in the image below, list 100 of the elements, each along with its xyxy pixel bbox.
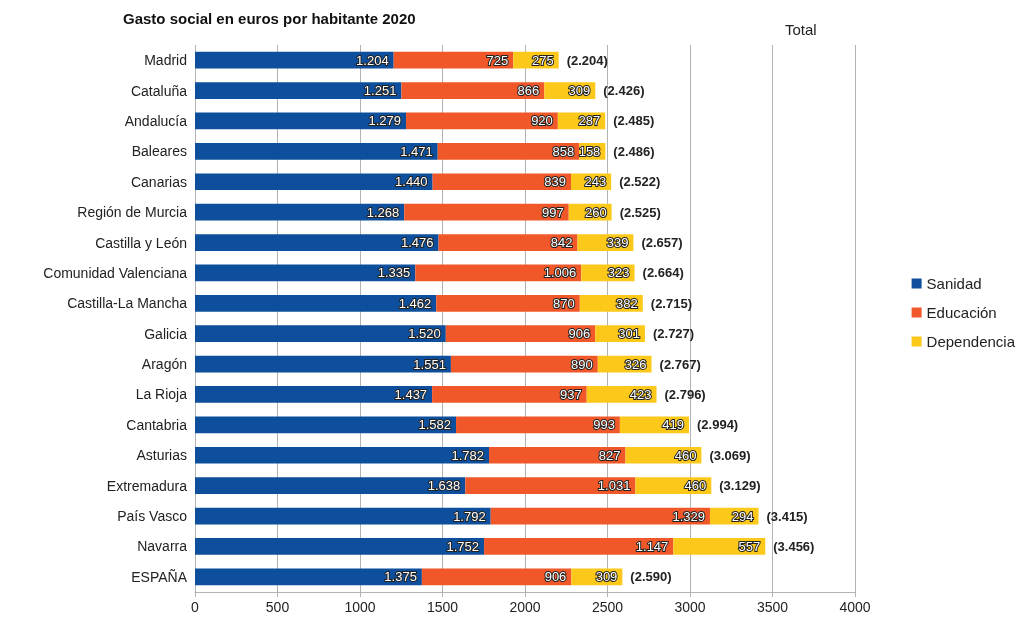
legend-label: Educación — [926, 304, 997, 321]
legend-label: Dependencia — [926, 333, 1016, 350]
chart-title: Gasto social en euros por habitante 2020 — [123, 10, 416, 27]
bar — [432, 173, 572, 191]
data-label: 906 — [568, 326, 591, 342]
legend-label: Sanidad — [926, 275, 982, 292]
total-label: (2.204) — [566, 52, 608, 68]
bar — [484, 538, 674, 555]
total-label: (3.415) — [766, 508, 808, 524]
total-label: (3.129) — [719, 478, 761, 494]
total-label: (2.426) — [603, 83, 645, 99]
x-tick-label: 1000 — [344, 599, 376, 615]
data-label: 287 — [578, 113, 601, 129]
y-tick-label: Cantabria — [126, 416, 188, 433]
bar — [432, 386, 587, 403]
y-tick-label: Extremadura — [106, 477, 188, 494]
data-label: 1.335 — [377, 265, 411, 281]
y-tick-label: Baleares — [131, 143, 187, 160]
x-tick-label: 2000 — [509, 599, 541, 615]
total-label: (2.525) — [619, 204, 661, 220]
bar — [195, 294, 437, 312]
data-label: 419 — [662, 417, 685, 433]
data-label: 1.031 — [597, 478, 631, 494]
y-tick-label: Castilla y León — [95, 234, 187, 251]
data-label: 827 — [598, 447, 621, 463]
x-tick-label: 3000 — [674, 599, 706, 615]
data-label: 870 — [553, 295, 575, 311]
data-label: 997 — [542, 204, 564, 220]
bar — [421, 568, 572, 586]
bar — [195, 143, 438, 160]
data-label: 309 — [595, 569, 618, 585]
y-tick-label: Canarias — [130, 173, 187, 190]
y-tick-label: Galicia — [144, 325, 188, 342]
y-tick-label: País Vasco — [117, 508, 188, 525]
bar — [195, 568, 422, 586]
data-label: 1.329 — [672, 508, 705, 524]
data-label: 1.476 — [400, 235, 434, 251]
data-label: 1.638 — [427, 478, 461, 494]
data-label: 243 — [584, 174, 607, 190]
bar — [401, 82, 545, 99]
data-label: 1.147 — [635, 538, 669, 554]
data-label: 858 — [552, 143, 575, 159]
total-label: (2.486) — [613, 143, 655, 159]
total-label: (3.456) — [773, 538, 815, 554]
data-label: 1.551 — [413, 356, 446, 372]
data-label: 1.268 — [366, 204, 400, 220]
bar — [195, 82, 402, 99]
data-label: 1.782 — [451, 447, 485, 463]
bar — [195, 446, 490, 464]
data-label: 1.520 — [408, 326, 441, 342]
bar — [195, 173, 433, 191]
y-tick-label: Cataluña — [130, 82, 188, 99]
total-label: (2.522) — [619, 174, 661, 190]
data-label: 725 — [486, 52, 509, 68]
x-tick-label: 4000 — [839, 599, 871, 615]
y-tick-label: ESPAÑA — [131, 568, 188, 585]
data-label: 1.471 — [400, 143, 433, 159]
bar — [393, 51, 514, 69]
data-label: 275 — [531, 52, 554, 68]
bar — [195, 538, 485, 555]
data-label: 460 — [684, 478, 707, 494]
data-label: 937 — [560, 386, 582, 402]
total-label: (2.485) — [613, 113, 655, 129]
data-label: 1.251 — [363, 83, 397, 99]
data-label: 1.279 — [368, 113, 402, 129]
bar — [445, 325, 596, 343]
total-label: (2.664) — [642, 265, 684, 281]
bar — [195, 51, 394, 69]
text: Total — [785, 21, 817, 38]
total-label: (2.796) — [664, 386, 706, 402]
y-tick-label: Andalucía — [124, 112, 188, 129]
data-label: 866 — [517, 83, 540, 99]
data-label: 993 — [593, 417, 615, 433]
bar — [438, 234, 578, 251]
data-label: 260 — [584, 204, 607, 220]
y-tick-label: Región de Murcia — [77, 204, 188, 221]
bar — [465, 477, 636, 494]
data-label: 460 — [674, 447, 697, 463]
data-label: 920 — [531, 113, 553, 129]
data-label: 158 — [578, 143, 601, 159]
data-label: 1.792 — [453, 508, 486, 524]
bar — [195, 325, 446, 343]
data-label: 294 — [731, 508, 754, 524]
bar — [436, 294, 580, 312]
y-tick-label: Asturias — [136, 447, 187, 464]
data-label: 301 — [618, 326, 640, 342]
bar — [195, 386, 433, 403]
x-tick-label: 500 — [265, 599, 290, 615]
total-label: (2.727) — [652, 326, 695, 342]
y-tick-label: Madrid — [144, 52, 187, 69]
data-label: 326 — [624, 356, 647, 372]
data-label: 1.462 — [398, 295, 432, 311]
bar — [195, 477, 466, 494]
total-label: (3.069) — [709, 447, 751, 463]
y-tick-label: Aragón — [141, 356, 187, 373]
data-label: 1.006 — [543, 265, 577, 281]
y-tick-label: Navarra — [137, 538, 188, 555]
data-label: 890 — [571, 356, 593, 372]
total-label: (2.994) — [697, 417, 739, 433]
data-label: 1.440 — [395, 174, 428, 190]
